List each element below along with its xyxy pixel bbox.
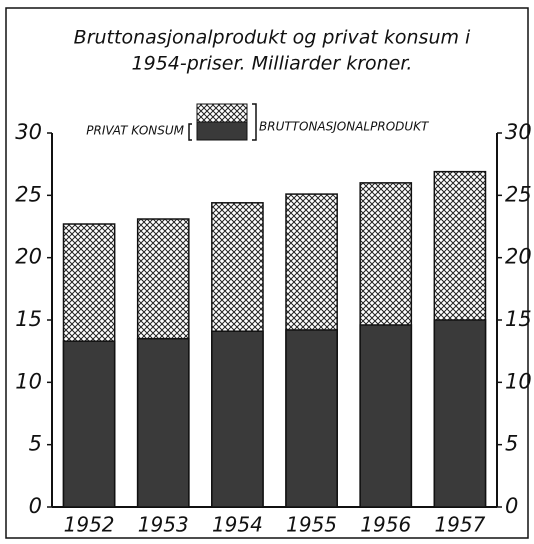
legend-bracket: [252, 103, 257, 141]
y-tick-label: 25: [15, 182, 42, 206]
legend-bracket: [188, 123, 192, 141]
x-tick-label: 1955: [286, 513, 337, 537]
y-tick-label: 15: [15, 307, 42, 331]
bar-consumption: [62, 340, 116, 508]
chart-title: Bruttonasjonalprodukt og privat konsum i: [74, 27, 471, 49]
x-tick-label: 1953: [138, 513, 189, 537]
y2-tick-label: 5: [505, 432, 518, 456]
bar-consumption: [211, 330, 264, 508]
y2-tick-label: 25: [505, 182, 532, 206]
y-tick-label: 5: [29, 432, 42, 456]
legend-swatch: [196, 121, 248, 141]
y2-tick-label: 10: [505, 369, 532, 393]
y-tick-label: 0: [29, 494, 42, 518]
chart-title: 1954-priser. Milliarder kroner.: [132, 53, 413, 75]
bar-consumption: [359, 324, 413, 508]
bar-consumption: [433, 319, 487, 508]
x-tick-label: 1957: [434, 513, 485, 537]
bar-consumption: [136, 337, 190, 508]
y2-tick-label: 0: [505, 494, 518, 518]
x-tick-label: 1954: [212, 513, 263, 537]
y-tick-label: 30: [15, 120, 42, 144]
x-tick-label: 1956: [360, 513, 411, 537]
legend-label: BRUTTONASJONALPRODUKT: [259, 120, 430, 134]
y-tick-label: 20: [15, 245, 42, 269]
legend-label: PRIVAT KONSUM: [86, 124, 184, 138]
y2-tick-label: 15: [505, 307, 532, 331]
frame: [5, 7, 529, 539]
y2-tick-label: 20: [505, 245, 532, 269]
bar-consumption: [285, 329, 338, 508]
x-tick-label: 1952: [64, 513, 115, 537]
legend-swatch: [196, 103, 248, 123]
y-tick-label: 10: [15, 369, 42, 393]
y2-tick-label: 30: [505, 120, 532, 144]
